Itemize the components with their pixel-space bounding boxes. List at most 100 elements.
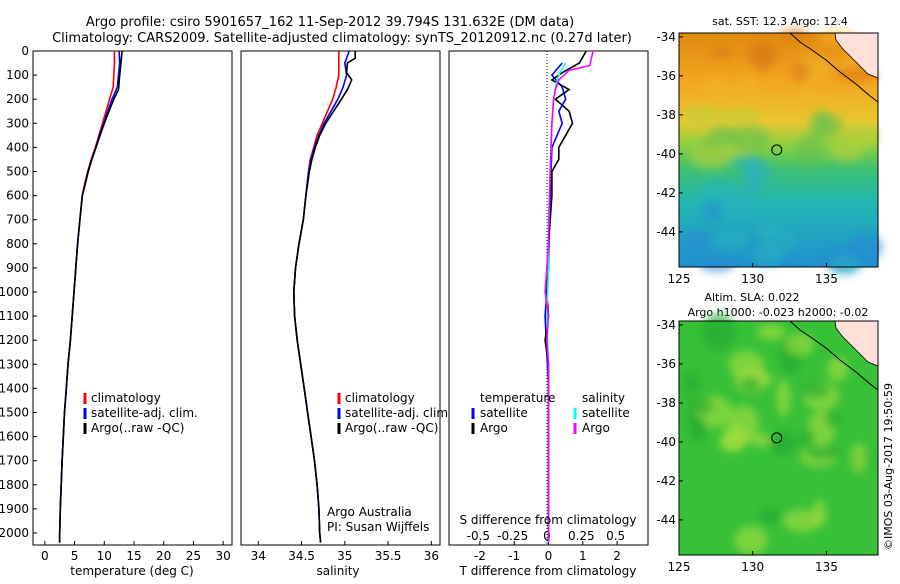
s-tick-label: 0.25 xyxy=(568,529,595,543)
sst-texture-patch xyxy=(740,158,773,189)
difference-legend: temperaturesatelliteArgosalinitysatellit… xyxy=(471,391,630,435)
pressure-tick-label: 2000 xyxy=(0,526,29,540)
legend-label: Argo xyxy=(582,421,610,435)
sst-texture-patch xyxy=(849,232,884,262)
lat-tick-label: -44 xyxy=(656,225,676,239)
sst-texture-patch xyxy=(795,134,825,166)
difference-panel: -2 -1 0 1 2 -0.5 -0.25 0 0.25 0.5 T difference f… xyxy=(448,50,649,578)
sla-map-panel: Altim. SLA: 0.022 Argo h1000: -0.023 h20… xyxy=(656,291,879,574)
pressure-tick-label: 500 xyxy=(6,164,29,178)
sla-texture-patch xyxy=(682,372,700,395)
salinity-xlabel: salinity xyxy=(316,564,359,578)
lon-tick-label: 135 xyxy=(815,560,838,574)
sst-texture-patch xyxy=(797,88,816,111)
sst-field-texture xyxy=(682,27,884,276)
pressure-tick-label: 1000 xyxy=(0,285,29,299)
x-tick-label: -1 xyxy=(508,549,520,563)
pressure-tick-label: 1800 xyxy=(0,478,29,492)
sla-texture-patch xyxy=(769,432,798,456)
x-tick-label: 5 xyxy=(71,549,79,563)
sst-texture-patch xyxy=(722,108,762,124)
sst-texture-patch xyxy=(699,257,735,273)
temperature-tick-labels: 0 5 10 15 20 25 30 xyxy=(41,541,231,563)
sst-texture-patch xyxy=(828,254,862,276)
legend-title-temperature: temperature xyxy=(480,391,555,405)
figure-title-line2: Climatology: CARS2009. Satellite-adjuste… xyxy=(52,31,632,46)
x-tick-label: 34 xyxy=(251,549,266,563)
pressure-tick-label: 1100 xyxy=(0,309,29,323)
legend-label: Argo(..raw -QC) xyxy=(345,421,438,435)
x-tick-label: 1 xyxy=(579,549,587,563)
sla-lat-tick-labels: -34 -36 -38 -40 -42 -44 xyxy=(656,318,683,527)
lat-tick-label: -34 xyxy=(656,30,676,44)
sst-map-title: sat. SST: 12.3 Argo: 12.4 xyxy=(712,15,848,28)
lon-tick-label: 135 xyxy=(815,272,838,286)
sla-map-title: Altim. SLA: 0.022 xyxy=(704,291,799,304)
difference-s-tick-labels: -0.5 -0.25 0 0.25 0.5 xyxy=(467,529,625,543)
sst-texture-patch xyxy=(685,228,712,251)
sst-texture-patch xyxy=(847,123,879,149)
x-tick-label: 35 xyxy=(337,549,352,563)
sst-texture-patch xyxy=(710,79,728,94)
sla-texture-patch xyxy=(701,312,737,351)
x-tick-label: 20 xyxy=(156,549,171,563)
salinity-panel: 34 34.5 35 35.5 36 salinity climatologysatel… xyxy=(240,50,452,578)
sst-lon-tick-labels: 125 130 135 xyxy=(668,263,838,286)
sla-texture-patch xyxy=(826,357,849,382)
sla-texture-patch xyxy=(740,376,761,392)
x-tick-label: 15 xyxy=(126,549,141,563)
sla-texture-patch xyxy=(805,445,842,461)
s-tick-label: -0.25 xyxy=(497,529,528,543)
sst-texture-patch xyxy=(710,46,735,59)
sst-texture-patch xyxy=(728,125,771,152)
sla-texture-patch xyxy=(689,417,708,443)
lat-tick-label: -40 xyxy=(656,435,676,449)
temperature-panel: 0100200300400500600700800900100011001200… xyxy=(0,44,453,578)
pressure-tick-label: 900 xyxy=(6,261,29,275)
temperature-xlabel: temperature (deg C) xyxy=(70,564,193,578)
pressure-tick-label: 800 xyxy=(6,237,29,251)
temperature-axes-box xyxy=(32,50,233,546)
legend-label: Argo xyxy=(480,421,508,435)
sst-texture-patch xyxy=(718,192,757,222)
sla-texture-patch xyxy=(756,323,786,340)
series-line xyxy=(544,50,587,543)
difference-series xyxy=(544,50,594,543)
series-line xyxy=(58,50,123,543)
legend-label: Argo(..raw -QC) xyxy=(91,421,184,435)
sla-texture-patch xyxy=(721,423,749,451)
lat-tick-label: -38 xyxy=(656,396,676,410)
sst-map-frame xyxy=(678,32,879,268)
temperature-series xyxy=(58,50,123,543)
pressure-tick-label: 1300 xyxy=(0,357,29,371)
lat-tick-label: -38 xyxy=(656,108,676,122)
difference-t-xlabel: T difference from climatology xyxy=(459,564,637,578)
legend-label: satellite-adj. clim. xyxy=(345,406,452,420)
legend-label: satellite xyxy=(582,406,630,420)
x-tick-label: 0 xyxy=(41,549,49,563)
sla-argo-location-marker xyxy=(771,432,783,444)
pressure-tick-label: 200 xyxy=(6,92,29,106)
sst-texture-patch xyxy=(779,27,809,42)
pressure-tick-label: 1500 xyxy=(0,405,29,419)
sst-coastline xyxy=(789,32,879,103)
sla-texture-patch xyxy=(757,507,782,524)
x-tick-label: 25 xyxy=(186,549,201,563)
difference-s-xlabel: S difference from climatology xyxy=(460,513,637,527)
series-line xyxy=(544,50,594,543)
sla-lon-tick-labels: 125 130 135 xyxy=(668,551,838,574)
lat-tick-label: -36 xyxy=(656,357,676,371)
pressure-tick-label: 300 xyxy=(6,116,29,130)
legend-label: satellite xyxy=(480,406,528,420)
salinity-annotation-line2: PI: Susan Wijffels xyxy=(327,520,429,534)
figure-title-line1: Argo profile: csiro 5901657_162 11-Sep-2… xyxy=(86,15,574,30)
sla-map-subtitle: Argo h1000: -0.023 h2000: -0.02 xyxy=(688,306,869,319)
pressure-tick-label: 1600 xyxy=(0,430,29,444)
lat-tick-label: -36 xyxy=(656,69,676,83)
pressure-tick-label: 0 xyxy=(21,44,29,58)
legend-title-salinity: salinity xyxy=(582,391,625,405)
sla-texture-patch xyxy=(850,443,868,474)
s-tick-label: 0.5 xyxy=(606,529,625,543)
